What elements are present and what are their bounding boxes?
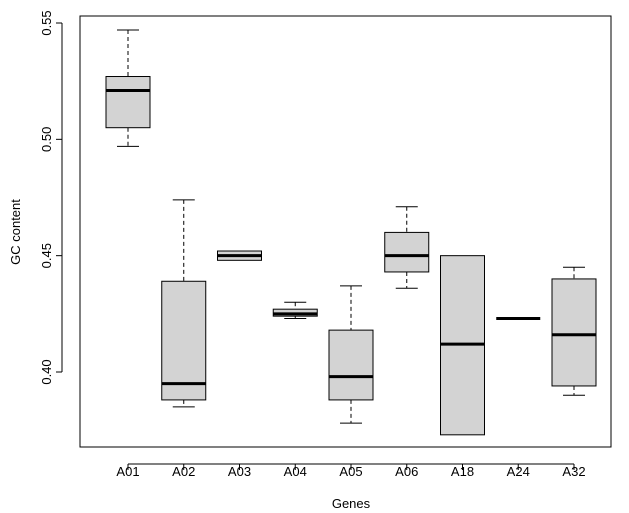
box-A05 — [328, 285, 374, 424]
x-tick-label-A02: A02 — [172, 464, 195, 479]
x-tick-label-A06: A06 — [395, 464, 418, 479]
box-A03 — [217, 250, 262, 261]
y-tick-label-2: 0.50 — [39, 127, 54, 152]
x-tick-label-A32: A32 — [562, 464, 585, 479]
plot-frame — [79, 15, 612, 448]
boxes-layer — [105, 29, 597, 436]
x-axis: A01 A02 A03 A04 A05 A06 A18 A24 A32 — [116, 463, 586, 479]
box-A01 — [105, 29, 151, 147]
x-tick-label-A18: A18 — [451, 464, 474, 479]
box-A02 — [161, 199, 207, 408]
x-tick-label-A01: A01 — [116, 464, 139, 479]
box-A32 — [551, 266, 597, 396]
x-tick-label-A24: A24 — [507, 464, 530, 479]
y-tick-label-3: 0.55 — [39, 10, 54, 35]
box-A18 — [440, 255, 485, 436]
x-tick-label-A05: A05 — [339, 464, 362, 479]
y-tick-label-0: 0.40 — [39, 359, 54, 384]
iqr-box-A05 — [328, 329, 374, 401]
iqr-box-A02 — [161, 280, 207, 401]
iqr-box-A06 — [384, 231, 430, 273]
y-axis-title: GC content — [8, 199, 23, 265]
box-A06 — [384, 206, 430, 289]
y-tick-label-1: 0.45 — [39, 243, 54, 268]
x-tick-label-A04: A04 — [284, 464, 307, 479]
iqr-box-A01 — [105, 76, 151, 129]
y-axis: 0.40 0.45 0.50 0.55 — [39, 10, 63, 385]
box-A04 — [272, 301, 318, 319]
iqr-box-A32 — [551, 278, 597, 387]
x-tick-label-A03: A03 — [228, 464, 251, 479]
x-axis-title: Genes — [332, 496, 371, 511]
